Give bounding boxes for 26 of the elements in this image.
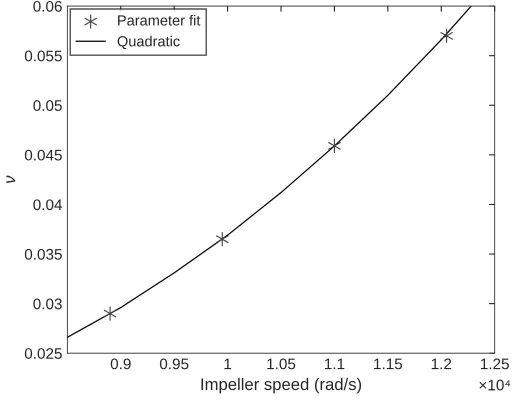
- point: [216, 232, 229, 246]
- point: [104, 306, 116, 321]
- y-tick-label: 0.06: [33, 0, 62, 12]
- x-tick-label: 1.2: [432, 358, 452, 370]
- point: [440, 28, 453, 43]
- y-tick-label: 0.025: [24, 348, 62, 359]
- text: ×10⁴: [480, 380, 510, 390]
- legend-label: Quadratic: [118, 36, 180, 50]
- y-tick-label: 0.04: [33, 199, 62, 210]
- x-tick-label: 1.25: [480, 358, 509, 370]
- x-tick-label: 1: [224, 358, 232, 370]
- x-tick-label: 0.9: [110, 358, 131, 370]
- y-tick-label: 0.05: [33, 100, 62, 111]
- point: [328, 138, 341, 154]
- y-tick-label: 0.045: [24, 150, 62, 161]
- y-axis-title: ν: [6, 176, 16, 184]
- y-tick-label: 0.055: [24, 50, 62, 62]
- x-axis-title: Impeller speed (rad/s): [202, 378, 362, 394]
- x-tick-label: 1.05: [267, 358, 296, 370]
- x-tick-label: 0.95: [160, 358, 188, 370]
- legend-label: Parameter fit: [118, 14, 200, 26]
- y-tick-label: 0.03: [33, 298, 62, 310]
- x-tick-label: 1.15: [374, 358, 402, 370]
- x-tick-label: 1.1: [324, 358, 344, 370]
- line-series: [67, 6, 472, 338]
- y-tick-label: 0.035: [24, 248, 62, 260]
